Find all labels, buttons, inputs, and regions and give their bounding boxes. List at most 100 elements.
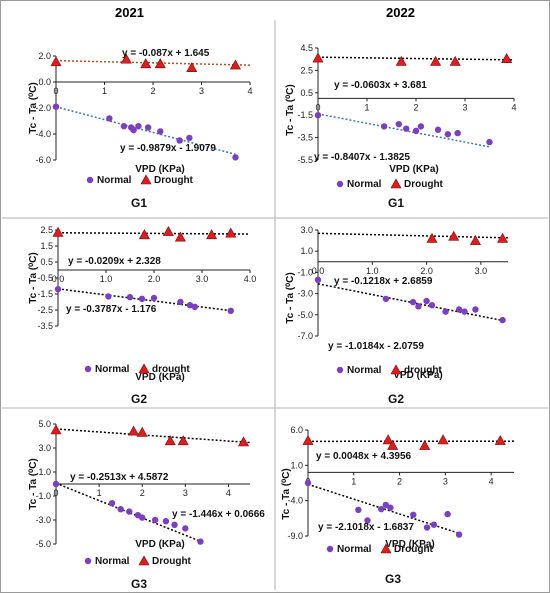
- normal-point: [434, 126, 442, 133]
- normal-point: [395, 120, 403, 128]
- drought-point: [469, 234, 481, 245]
- y-axis-label: Tc - Ta (⁰C): [28, 458, 39, 509]
- legend-drought-marker: [140, 174, 152, 185]
- legend-normal-label: Normal: [95, 556, 130, 567]
- normal-point: [472, 306, 479, 313]
- x-tick-label: 0: [53, 86, 58, 96]
- drought-equation: y = 0.0048x + 4.3956: [316, 451, 412, 462]
- legend-drought-label: Drought: [154, 175, 194, 186]
- y-tick-label: -6.0: [35, 155, 51, 165]
- normal-point: [417, 123, 425, 130]
- normal-point: [144, 124, 152, 131]
- normal-trendline: [55, 106, 236, 156]
- normal-point: [423, 524, 431, 531]
- legend-normal-label: Normal: [337, 544, 372, 555]
- normal-point: [150, 294, 158, 302]
- y-tick-label: 1.0: [290, 460, 303, 470]
- drought-point: [50, 56, 62, 67]
- y-tick-label: -3.5: [297, 133, 313, 143]
- y-tick-label: -4.0: [287, 496, 303, 506]
- normal-point: [130, 126, 137, 134]
- legend-drought-marker: [138, 363, 150, 374]
- normal-point: [176, 137, 183, 144]
- chart-2022-G3: 012346.01.0-4.0-9.0y = 0.0048x + 4.3956y…: [281, 425, 515, 586]
- normal-point: [126, 508, 133, 515]
- drought-point: [52, 226, 64, 237]
- drought-point: [136, 426, 148, 437]
- normal-point: [139, 514, 146, 521]
- x-tick-label: 3: [183, 488, 188, 498]
- y-axis-label: Tc - Ta (⁰C): [285, 272, 296, 323]
- drought-trendline: [317, 232, 509, 239]
- normal-point: [380, 123, 388, 130]
- x-tick-label: 3: [199, 86, 204, 96]
- y-tick-label: 0.5: [300, 88, 313, 98]
- y-tick-label: -3.0: [35, 515, 51, 525]
- x-tick-label: 0.0: [312, 266, 325, 276]
- x-axis-label: VPD (KPa): [135, 539, 184, 550]
- drought-point: [154, 58, 166, 69]
- drought-point: [302, 434, 314, 445]
- chart-2022-G1: 0 1 2 3 4 4.5 2.5 0.5 -1.5 -3.5 -5.5 y = -0.0603x +…: [285, 43, 517, 210]
- legend: Normal Drought: [86, 174, 194, 186]
- x-tick-label: 2: [140, 488, 145, 498]
- normal-point: [227, 307, 234, 314]
- drought-point: [382, 434, 394, 445]
- drought-point: [395, 55, 407, 66]
- normal-point: [415, 303, 422, 310]
- panel-title: G2: [388, 392, 404, 406]
- drought-trendline: [55, 59, 251, 66]
- drought-trendline: [55, 428, 251, 444]
- drought-point: [426, 232, 438, 243]
- y-tick-label: 5.0: [38, 419, 51, 429]
- x-tick-label: 0: [53, 488, 58, 498]
- chart-2021-G2: 0.0 1.0 2.0 3.0 4.0 2.5 1.5 0.5 -0.5 -1.5 -2.5 -3.5…: [28, 225, 256, 406]
- drought-point: [437, 434, 449, 445]
- panel-title: G1: [388, 196, 404, 210]
- normal-point: [499, 316, 506, 324]
- x-tick-label: 0: [315, 102, 320, 112]
- normal-point: [162, 518, 170, 525]
- x-tick-label: 3.0: [475, 266, 488, 276]
- normal-equation: y = -2.1018x - 1.6837: [318, 522, 414, 533]
- drought-point: [164, 435, 176, 446]
- y-tick-label: -9.0: [287, 531, 303, 541]
- drought-point: [501, 53, 513, 63]
- legend-normal-marker: [84, 365, 92, 373]
- legend-drought-marker: [138, 555, 150, 566]
- x-axis-label: VPD (KPa): [385, 539, 434, 550]
- normal-point: [171, 521, 178, 528]
- normal-point: [410, 511, 417, 518]
- normal-point: [106, 115, 113, 122]
- normal-point: [444, 510, 451, 518]
- normal-trendline: [317, 113, 490, 148]
- y-tick-label: -7.0: [297, 331, 313, 341]
- normal-trendline: [57, 288, 231, 312]
- y-tick-label: 1.5: [40, 241, 53, 251]
- normal-point: [355, 506, 362, 514]
- x-tick-label: 3.0: [196, 274, 209, 284]
- y-tick-label: -3.5: [37, 321, 53, 331]
- legend: Normal drought: [336, 364, 442, 376]
- column-title-2021: 2021: [115, 5, 144, 20]
- y-axis-label: Tc - Ta (⁰C): [281, 468, 292, 519]
- normal-point: [191, 303, 198, 310]
- x-tick-label: 2: [413, 102, 418, 112]
- normal-point: [430, 521, 438, 528]
- drought-point: [186, 62, 198, 72]
- drought-equation: y = -0.1218x + 2.6859: [334, 276, 433, 287]
- normal-point: [177, 298, 184, 306]
- y-tick-label: 1.0: [38, 467, 51, 477]
- drought-point: [419, 439, 431, 450]
- legend-normal-marker: [336, 366, 344, 374]
- y-axis-label: Tc - Ta (⁰C): [28, 82, 39, 133]
- x-tick-label: 4: [247, 86, 252, 96]
- legend-normal-marker: [84, 557, 92, 565]
- drought-point: [177, 435, 189, 446]
- y-tick-label: -1.0: [35, 491, 51, 501]
- normal-point: [52, 103, 60, 110]
- normal-point: [304, 479, 312, 487]
- normal-point: [461, 308, 468, 315]
- x-axis-label: VPD (KPa): [135, 164, 184, 175]
